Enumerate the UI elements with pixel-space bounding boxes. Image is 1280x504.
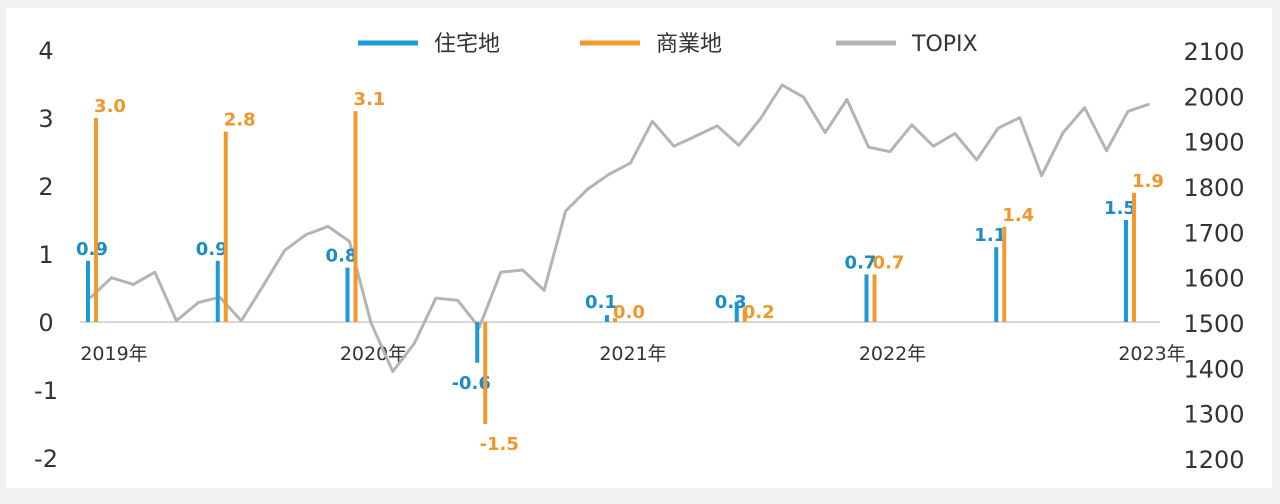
bar-residential [994,247,999,322]
bar-residential [605,315,609,322]
bar-residential [734,301,739,322]
bar-residential [1124,220,1128,322]
bar-value-label: 3.1 [354,89,386,110]
right-axis-tick-label: 1300 [1183,401,1244,429]
bar-commercial [223,131,228,322]
bar-value-label: 0.0 [613,302,645,323]
bar-commercial [872,274,877,322]
x-axis-year-label: 2023年 [1118,343,1185,365]
bar-value-label: 0.2 [743,302,775,323]
bar-value-label: 0.7 [873,252,905,273]
bar-commercial [742,308,747,322]
topix-line [88,83,1151,374]
x-axis-year-label: 2019年 [80,343,147,365]
legend-label: 住宅地 [434,32,500,57]
right-axis-tick-label: 1700 [1183,219,1244,247]
bar-residential [86,260,90,322]
bar-value-label: 0.9 [76,239,108,260]
right-axis-tick-label: 1200 [1183,446,1244,474]
legend-label: TOPIX [911,32,978,57]
x-axis-year-label: 2021年 [599,343,666,365]
bar-value-label: 0.3 [715,292,747,313]
left-axis-tick-label: 2 [38,173,53,201]
bar-value-label: 1.4 [1002,205,1034,226]
bar-value-label: 3.0 [94,96,126,117]
bar-value-label: 0.1 [585,292,617,313]
left-axis-tick-label: -1 [34,377,58,405]
right-axis-tick-label: 2100 [1183,38,1244,66]
bar-commercial [1132,192,1136,322]
bar-value-label: 1.9 [1132,171,1164,192]
bar-commercial [483,322,488,424]
bar-commercial [94,118,98,322]
bar-commercial [353,111,358,322]
bar-value-label: 0.9 [196,239,228,260]
bar-value-label: -1.5 [480,434,519,455]
bar-value-label: 1.5 [1104,198,1136,219]
right-axis-tick-label: 1600 [1183,265,1244,293]
bar-residential [475,322,480,363]
bar-value-label: -0.6 [452,373,491,394]
right-axis-tick-label: 1500 [1183,310,1244,338]
right-axis-tick-label: 2000 [1183,83,1244,111]
right-axis-tick-label: 1400 [1183,355,1244,383]
legend-label: 商業地 [656,32,722,57]
left-axis-tick-label: -2 [34,445,58,473]
bar-value-label: 1.1 [974,225,1006,246]
bar-commercial [613,318,617,322]
bar-value-label: 0.7 [845,252,877,273]
bar-residential [864,274,869,322]
left-axis-tick-label: 0 [38,309,53,337]
bar-residential [345,267,350,322]
bar-residential [215,260,220,322]
x-axis-year-label: 2020年 [340,343,407,365]
x-axis-year-label: 2022年 [859,343,926,365]
right-axis-tick-label: 1800 [1183,174,1244,202]
left-axis-tick-label: 4 [38,37,53,65]
bar-value-label: 0.8 [326,246,358,267]
bar-commercial [1002,226,1007,322]
right-axis-tick-label: 1900 [1183,129,1244,157]
bar-value-label: 2.8 [224,110,256,131]
left-axis-tick-label: 3 [38,105,53,133]
left-axis-tick-label: 1 [38,241,53,269]
chart-background [6,8,1272,488]
